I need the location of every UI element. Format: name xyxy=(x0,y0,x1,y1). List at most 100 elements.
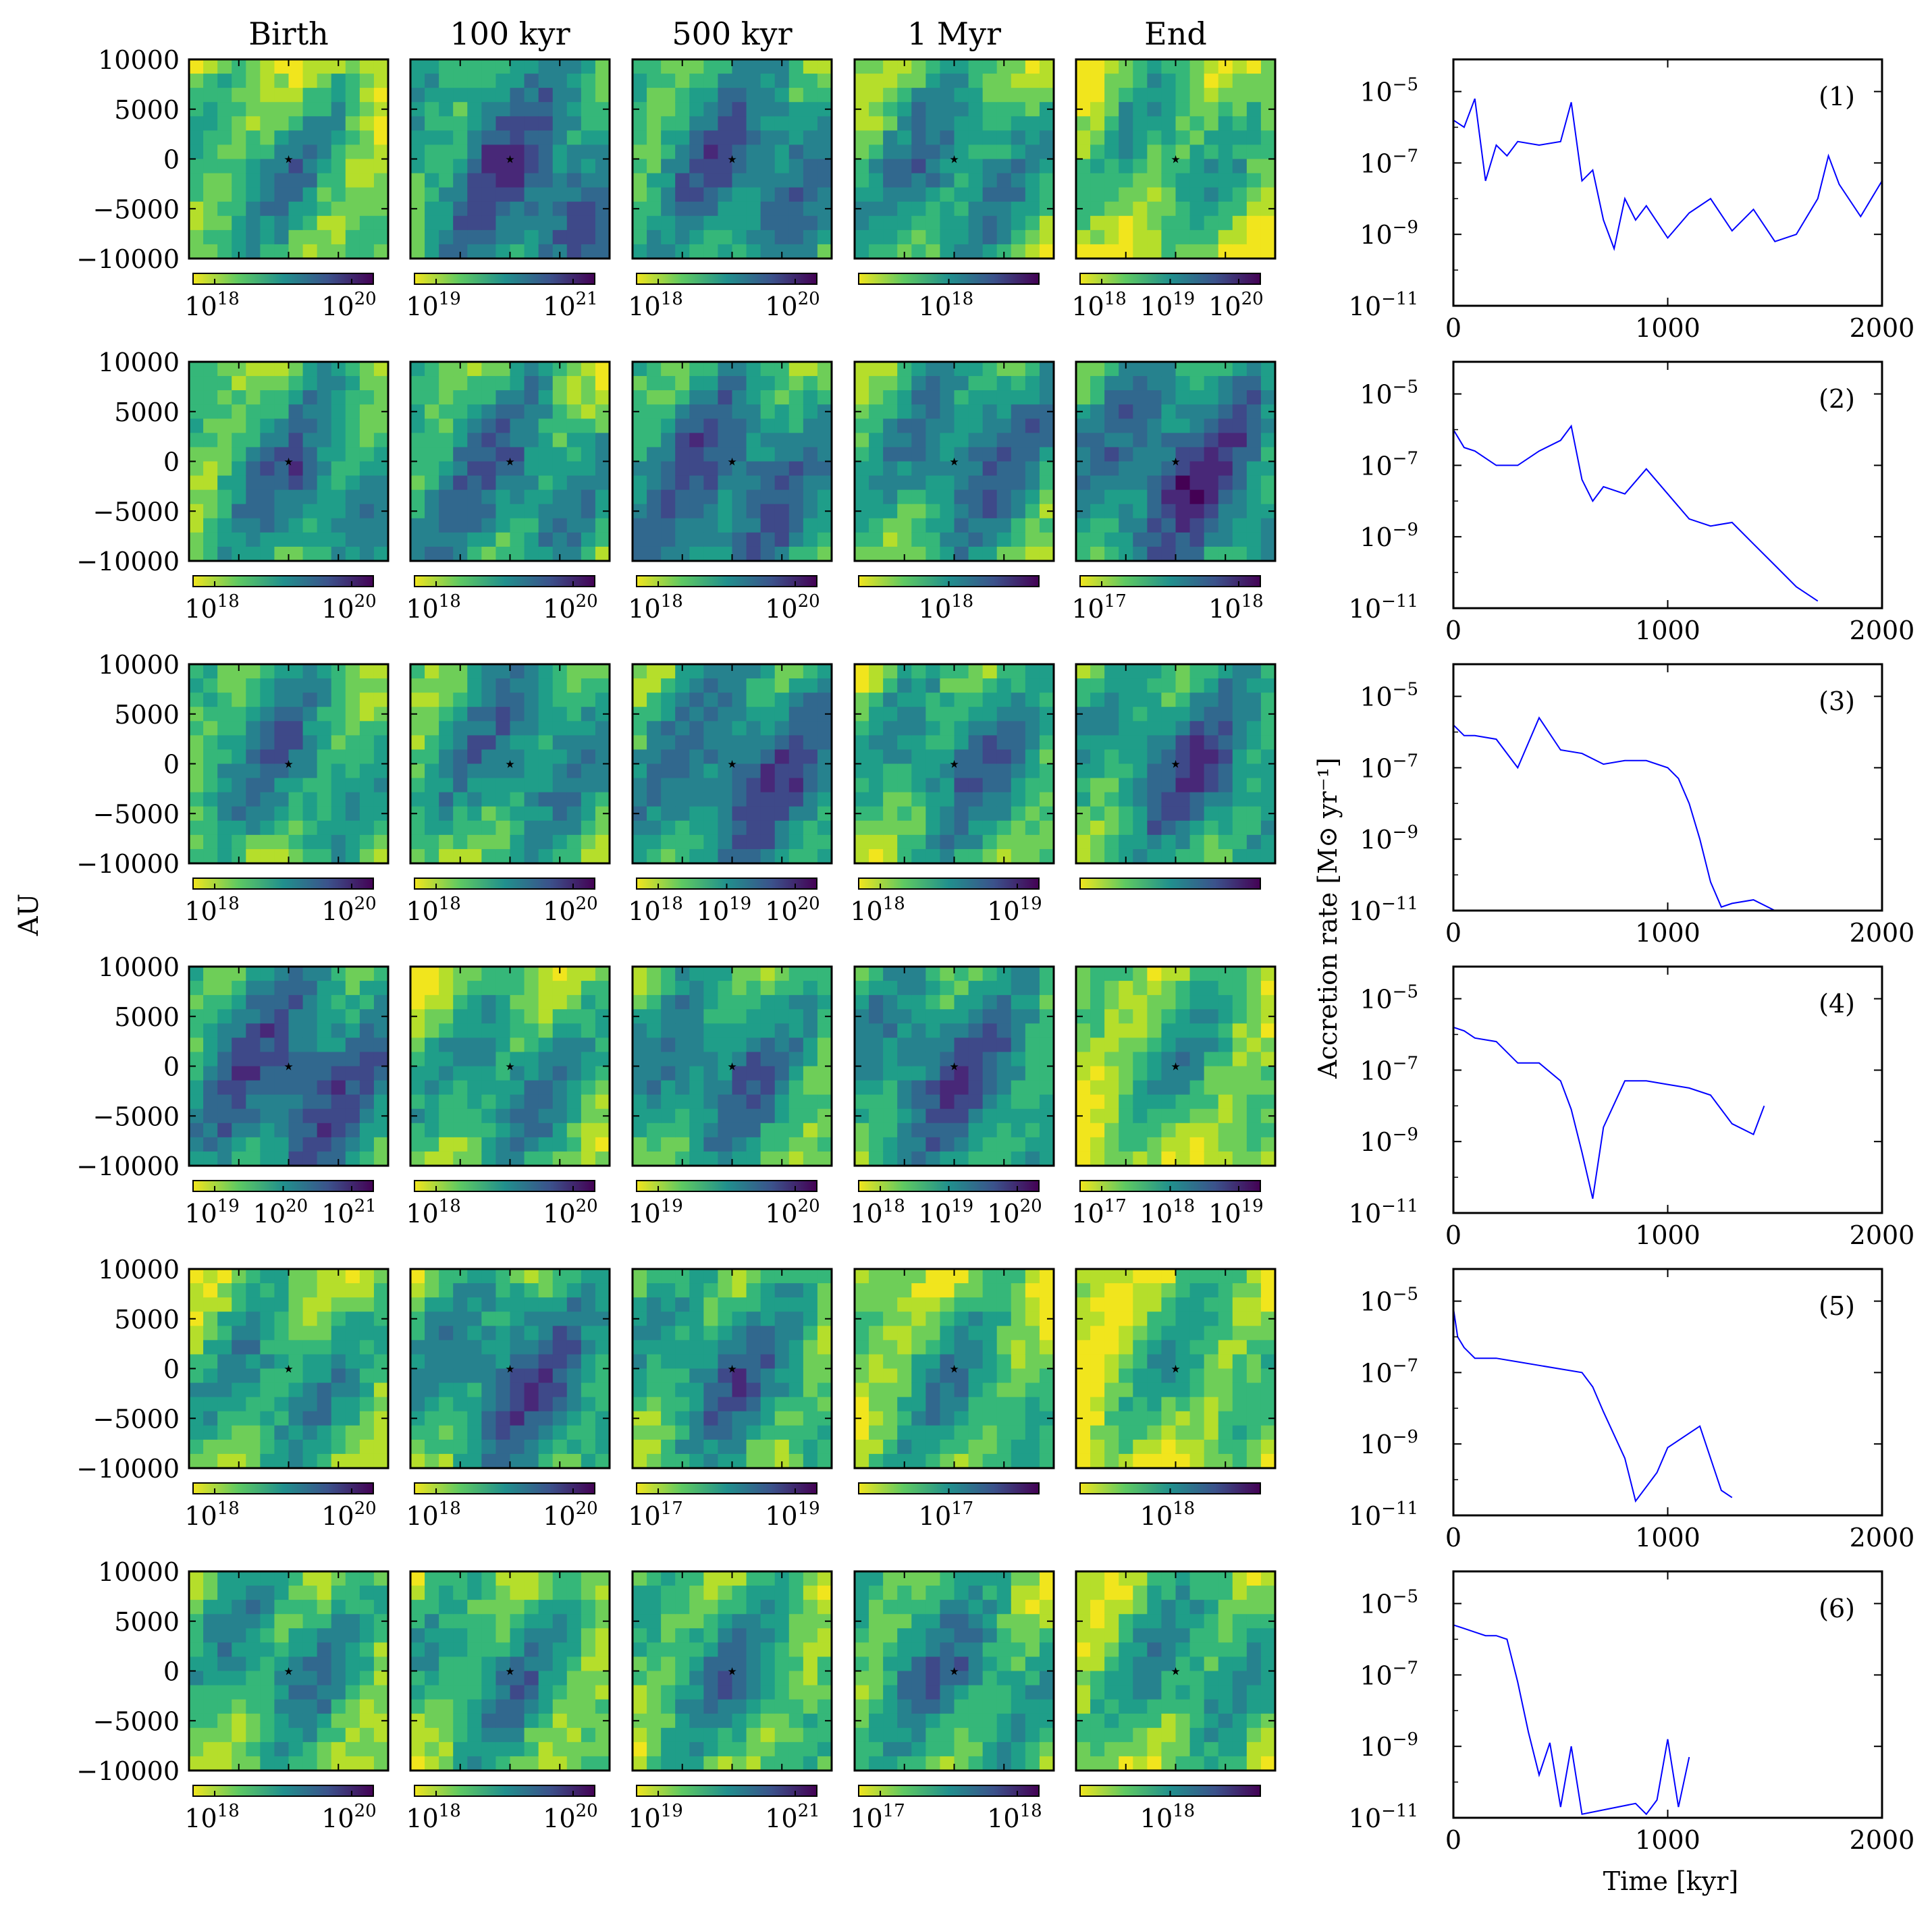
density-cell xyxy=(189,116,204,131)
density-cell xyxy=(855,1123,869,1138)
density-cell xyxy=(410,1397,425,1412)
density-cell xyxy=(538,447,554,462)
density-map: ★1018 1020 xyxy=(184,663,390,926)
density-cell xyxy=(1025,1397,1040,1412)
density-cell xyxy=(1175,806,1191,821)
density-cell xyxy=(954,230,969,245)
density-cell xyxy=(968,1151,984,1166)
density-cell xyxy=(510,1151,525,1166)
density-cell xyxy=(774,1123,790,1138)
density-cell xyxy=(897,244,912,259)
density-cell xyxy=(317,88,332,103)
colorbar-base: 10 xyxy=(628,1501,660,1531)
density-cell xyxy=(359,144,375,160)
density-cell xyxy=(897,518,912,533)
density-cell xyxy=(302,1411,318,1426)
density-map: ★1018 1020 xyxy=(184,58,390,321)
density-cell xyxy=(1189,390,1205,405)
density-cell xyxy=(510,404,525,419)
density-cell xyxy=(260,1453,275,1469)
density-cell xyxy=(595,981,610,996)
density-cell xyxy=(538,418,554,433)
density-cell xyxy=(1232,88,1247,103)
density-cell xyxy=(647,447,662,462)
density-cell xyxy=(288,981,304,996)
star-marker: ★ xyxy=(727,153,736,166)
density-cell xyxy=(1246,834,1262,850)
colorbar xyxy=(414,1180,595,1192)
density-cell xyxy=(232,546,246,562)
density-cell xyxy=(1119,806,1133,821)
density-cell xyxy=(189,102,204,117)
density-cell xyxy=(481,1340,497,1355)
density-cell xyxy=(883,461,898,477)
density-cell xyxy=(1218,404,1233,419)
density-cell xyxy=(1076,504,1091,519)
density-cell xyxy=(954,102,969,117)
density-cell xyxy=(1147,173,1162,188)
density-cell xyxy=(260,215,275,231)
density-cell xyxy=(467,74,482,88)
density-cell xyxy=(510,215,525,231)
density-cell xyxy=(246,475,261,491)
density-cell xyxy=(359,735,375,751)
density-cell xyxy=(288,116,304,131)
density-cell xyxy=(246,678,261,693)
density-cell xyxy=(1260,116,1276,131)
density-cell xyxy=(359,1269,375,1284)
density-cell xyxy=(373,1269,389,1284)
density-cell xyxy=(1119,1009,1133,1024)
density-cell xyxy=(675,721,690,736)
density-cell xyxy=(581,461,596,477)
density-cell xyxy=(897,201,912,217)
density-cell xyxy=(718,763,733,779)
density-cell xyxy=(940,763,955,779)
colorbar-tick-label: 1019 xyxy=(1140,289,1195,321)
density-cell xyxy=(1189,1080,1205,1096)
density-cell xyxy=(246,1326,261,1341)
density-cell xyxy=(524,144,539,160)
density-cell xyxy=(495,173,511,188)
density-cell xyxy=(481,1066,497,1081)
colorbar-exponent: 18 xyxy=(439,1498,461,1519)
density-cell xyxy=(703,475,719,491)
colorbar-exponent: 20 xyxy=(1020,1196,1042,1216)
density-cell xyxy=(373,707,389,722)
density-cell xyxy=(552,1340,568,1355)
density-cell xyxy=(203,504,218,519)
density-cell xyxy=(1147,532,1162,547)
density-cell xyxy=(855,532,869,547)
density-cell xyxy=(982,74,998,88)
density-cell xyxy=(425,116,439,131)
density-cell xyxy=(288,1439,304,1455)
colorbar-base: 10 xyxy=(765,292,797,321)
density-cell xyxy=(538,1340,554,1355)
density-cell xyxy=(855,981,869,996)
density-cell xyxy=(703,130,719,146)
density-cell xyxy=(302,390,318,405)
density-cell xyxy=(1218,763,1233,779)
density-cell xyxy=(996,995,1012,1010)
density-cell xyxy=(689,848,704,864)
density-cell xyxy=(453,215,468,231)
density-cell xyxy=(661,130,676,146)
density-cell xyxy=(732,778,747,793)
density-cell xyxy=(1175,1151,1191,1166)
density-cell xyxy=(897,1397,912,1412)
density-cell xyxy=(246,981,261,996)
density-cell xyxy=(524,967,539,981)
density-cell xyxy=(1011,433,1026,448)
density-cell xyxy=(453,159,468,174)
density-cell xyxy=(552,59,568,74)
density-cell xyxy=(246,1283,261,1298)
density-cell xyxy=(647,1052,662,1067)
density-cell xyxy=(1246,1023,1262,1038)
density-cell xyxy=(274,693,290,707)
density-cell xyxy=(1204,159,1219,174)
density-cell xyxy=(1104,1123,1119,1138)
density-cell xyxy=(552,201,568,217)
density-cell xyxy=(732,1453,747,1469)
density-cell xyxy=(703,59,719,74)
density-cell xyxy=(732,721,747,736)
density-cell xyxy=(1011,546,1026,562)
